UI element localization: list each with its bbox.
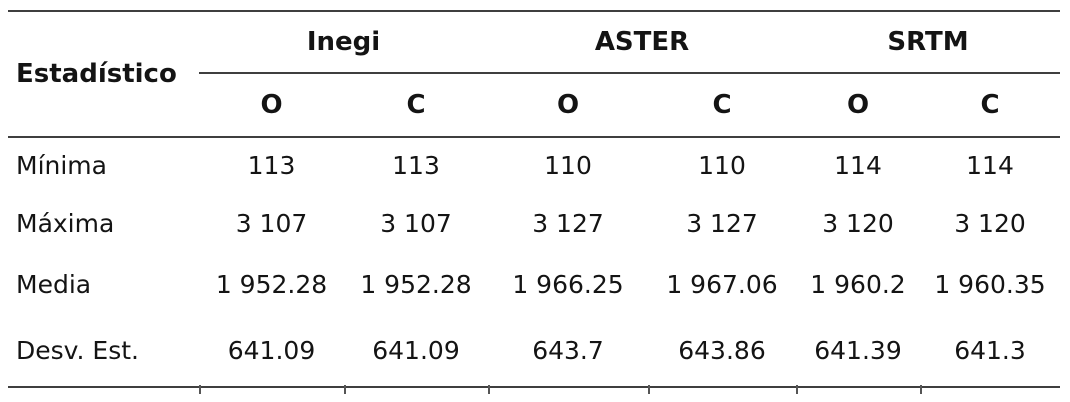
data-cell: 641.09 (199, 315, 344, 388)
subheader-aster-c: C (648, 73, 796, 138)
data-cell: 643.7 (488, 315, 648, 388)
data-cell: 3 120 (822, 208, 894, 238)
data-cell: 113 (247, 151, 296, 180)
table-row-minima: Mínima 113 113 110 110 114 114 (8, 137, 1060, 193)
group-header-aster: ASTER (488, 11, 796, 74)
column-header-estadistico: Estadístico (8, 11, 199, 138)
data-cell: 3 127 (686, 208, 758, 238)
subheader-inegi-o: O (199, 73, 344, 138)
data-cell: 114 (834, 151, 882, 180)
data-cell: 113 (392, 151, 440, 180)
column-boundary-tick (199, 385, 201, 394)
subheader-row: O C O C O C (8, 73, 1060, 138)
data-cell: 1 952.28 (360, 269, 472, 299)
table-row-media: Media 1 952.28 1 952.28 1 966.25 1 967.0… (8, 253, 1060, 315)
subheader-inegi-c: C (344, 73, 488, 138)
column-boundary-tick (344, 385, 346, 394)
statistics-table: Estadístico Inegi ASTER SRTM O C O C O C… (8, 10, 1060, 388)
subheader-aster-o: O (488, 73, 648, 138)
data-cell: 641.3 (920, 315, 1060, 388)
data-cell: 110 (698, 151, 746, 180)
subheader-srtm-c: C (920, 73, 1060, 138)
data-cell: 641.09 (344, 315, 488, 388)
group-header-row: Estadístico Inegi ASTER SRTM (8, 11, 1060, 138)
data-cell: 3 107 (235, 208, 308, 238)
column-boundary-tick (796, 385, 798, 394)
data-cell: 3 127 (532, 208, 604, 238)
column-boundary-tick (488, 385, 490, 394)
group-header-inegi: Inegi (199, 11, 488, 74)
data-cell: 643.86 (648, 315, 796, 388)
data-cell: 1 960.35 (934, 269, 1046, 299)
data-cell: 1 966.25 (512, 269, 624, 299)
data-cell: 3 120 (954, 208, 1026, 238)
row-label: Desv. Est. (8, 315, 199, 388)
data-cell: 1 967.06 (666, 269, 778, 299)
row-label: Media (16, 269, 92, 299)
group-header-srtm: SRTM (796, 11, 1060, 74)
row-label: Máxima (16, 208, 115, 238)
table-row-desv-est: Desv. Est. 641.09 641.09 643.7 643.86 64… (8, 315, 1060, 388)
data-cell: 110 (544, 151, 592, 180)
data-cell: 1 960.2 (810, 269, 906, 299)
data-cell: 641.39 (796, 315, 920, 388)
row-label: Mínima (16, 151, 107, 180)
subheader-srtm-o: O (796, 73, 920, 138)
data-cell: 3 107 (380, 208, 452, 238)
column-boundary-tick (648, 385, 650, 394)
data-cell: 114 (966, 151, 1014, 180)
data-cell: 1 952.28 (215, 269, 328, 299)
table-row-maxima: Máxima 3 107 3 107 3 127 3 127 3 120 3 1… (8, 193, 1060, 253)
column-boundary-tick (920, 385, 922, 394)
